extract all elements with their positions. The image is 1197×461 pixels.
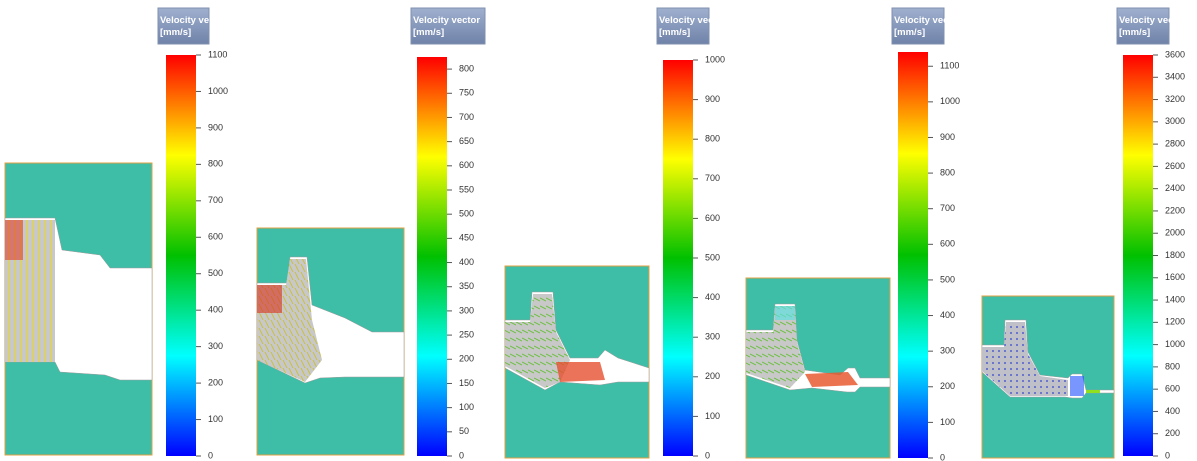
tick-label: 800 (1165, 361, 1180, 371)
tick-label: 300 (459, 305, 474, 315)
tick-label: 2600 (1165, 161, 1185, 171)
legend-header (1117, 8, 1169, 44)
tick-label: 700 (459, 112, 474, 122)
tick-label: 900 (208, 122, 223, 132)
tick-label: 800 (705, 134, 720, 144)
tick-label: 750 (459, 88, 474, 98)
tick-label: 100 (940, 417, 955, 427)
legend-unit: [mm/s] (1119, 27, 1150, 38)
tick-label: 0 (1165, 450, 1170, 460)
tick-label: 1000 (1165, 339, 1185, 349)
tick-label: 1800 (1165, 250, 1185, 260)
tick-label: 2200 (1165, 205, 1185, 215)
tick-label: 400 (705, 292, 720, 302)
tick-label: 700 (940, 203, 955, 213)
tick-label: 900 (940, 132, 955, 142)
tick-label: 350 (459, 281, 474, 291)
tick-label: 400 (208, 305, 223, 315)
flow-vectors (1086, 390, 1100, 393)
tick-label: 0 (459, 450, 464, 460)
colorbar (166, 55, 196, 456)
tick-label: 400 (459, 257, 474, 267)
tick-label: 2400 (1165, 183, 1185, 193)
tick-label: 50 (459, 426, 469, 436)
tick-label: 400 (1165, 406, 1180, 416)
tick-label: 250 (459, 329, 474, 339)
tick-label: 200 (459, 354, 474, 364)
legend-title: Velocity vector (413, 15, 480, 26)
colorbar (898, 52, 928, 458)
tick-label: 300 (208, 341, 223, 351)
tick-label: 100 (459, 402, 474, 412)
legend-header (411, 8, 485, 44)
tick-label: 150 (459, 378, 474, 388)
tick-label: 200 (705, 371, 720, 381)
legend-unit: [mm/s] (659, 27, 690, 38)
tick-label: 500 (459, 209, 474, 219)
tick-label: 600 (705, 213, 720, 223)
tick-label: 1000 (940, 96, 960, 106)
tick-label: 200 (1165, 428, 1180, 438)
colorbar (663, 60, 693, 456)
legend-title: Velocity vector (160, 15, 227, 26)
tick-label: 800 (940, 167, 955, 177)
tick-label: 200 (940, 381, 955, 391)
tick-label: 450 (459, 233, 474, 243)
tick-label: 800 (459, 63, 474, 73)
legend-title: Velocity vector (894, 15, 961, 26)
tick-label: 0 (705, 450, 710, 460)
legend-unit: [mm/s] (160, 27, 191, 38)
tick-label: 1200 (1165, 317, 1185, 327)
tick-label: 700 (208, 195, 223, 205)
tick-label: 600 (1165, 384, 1180, 394)
tick-label: 3400 (1165, 72, 1185, 82)
tick-label: 2800 (1165, 138, 1185, 148)
tick-label: 400 (940, 310, 955, 320)
tick-label: 300 (940, 346, 955, 356)
legend-unit: [mm/s] (894, 27, 925, 38)
tick-label: 300 (705, 332, 720, 342)
tick-label: 0 (940, 452, 945, 461)
flow-vectors (1070, 376, 1084, 396)
tick-label: 100 (705, 411, 720, 421)
tick-label: 0 (208, 450, 213, 460)
tick-label: 600 (940, 239, 955, 249)
flow-vectors (257, 285, 282, 313)
tick-label: 500 (940, 274, 955, 284)
tick-label: 700 (705, 173, 720, 183)
tick-label: 100 (208, 414, 223, 424)
tick-label: 3200 (1165, 94, 1185, 104)
flow-vectors (5, 220, 23, 260)
tick-label: 1100 (208, 49, 227, 59)
flow-vectors (556, 362, 605, 382)
tick-label: 600 (208, 232, 223, 242)
legend-header (892, 8, 944, 44)
page: Velocity vector[mm/s]0100200300400500600… (0, 0, 1197, 461)
tick-label: 900 (705, 94, 720, 104)
tick-label: 1600 (1165, 272, 1185, 282)
legend-unit: [mm/s] (413, 27, 444, 38)
tick-label: 550 (459, 184, 474, 194)
tick-label: 1000 (208, 86, 228, 96)
tick-label: 500 (208, 268, 223, 278)
legend-header (657, 8, 709, 44)
tick-label: 650 (459, 136, 474, 146)
legend-title: Velocity vector (659, 15, 726, 26)
tick-label: 3600 (1165, 49, 1185, 59)
legend-header (158, 8, 209, 44)
tick-label: 200 (208, 377, 223, 387)
tick-label: 800 (208, 159, 223, 169)
tick-label: 500 (705, 252, 720, 262)
tick-label: 1000 (705, 54, 725, 64)
flow-vectors (775, 306, 795, 320)
tick-label: 3000 (1165, 116, 1185, 126)
colorbar (417, 57, 447, 456)
legend-title: Velocity vector (1119, 15, 1186, 26)
tick-label: 1400 (1165, 294, 1185, 304)
tick-label: 600 (459, 160, 474, 170)
colorbar (1123, 55, 1153, 456)
tick-label: 2000 (1165, 228, 1185, 238)
tick-label: 1100 (940, 61, 959, 71)
